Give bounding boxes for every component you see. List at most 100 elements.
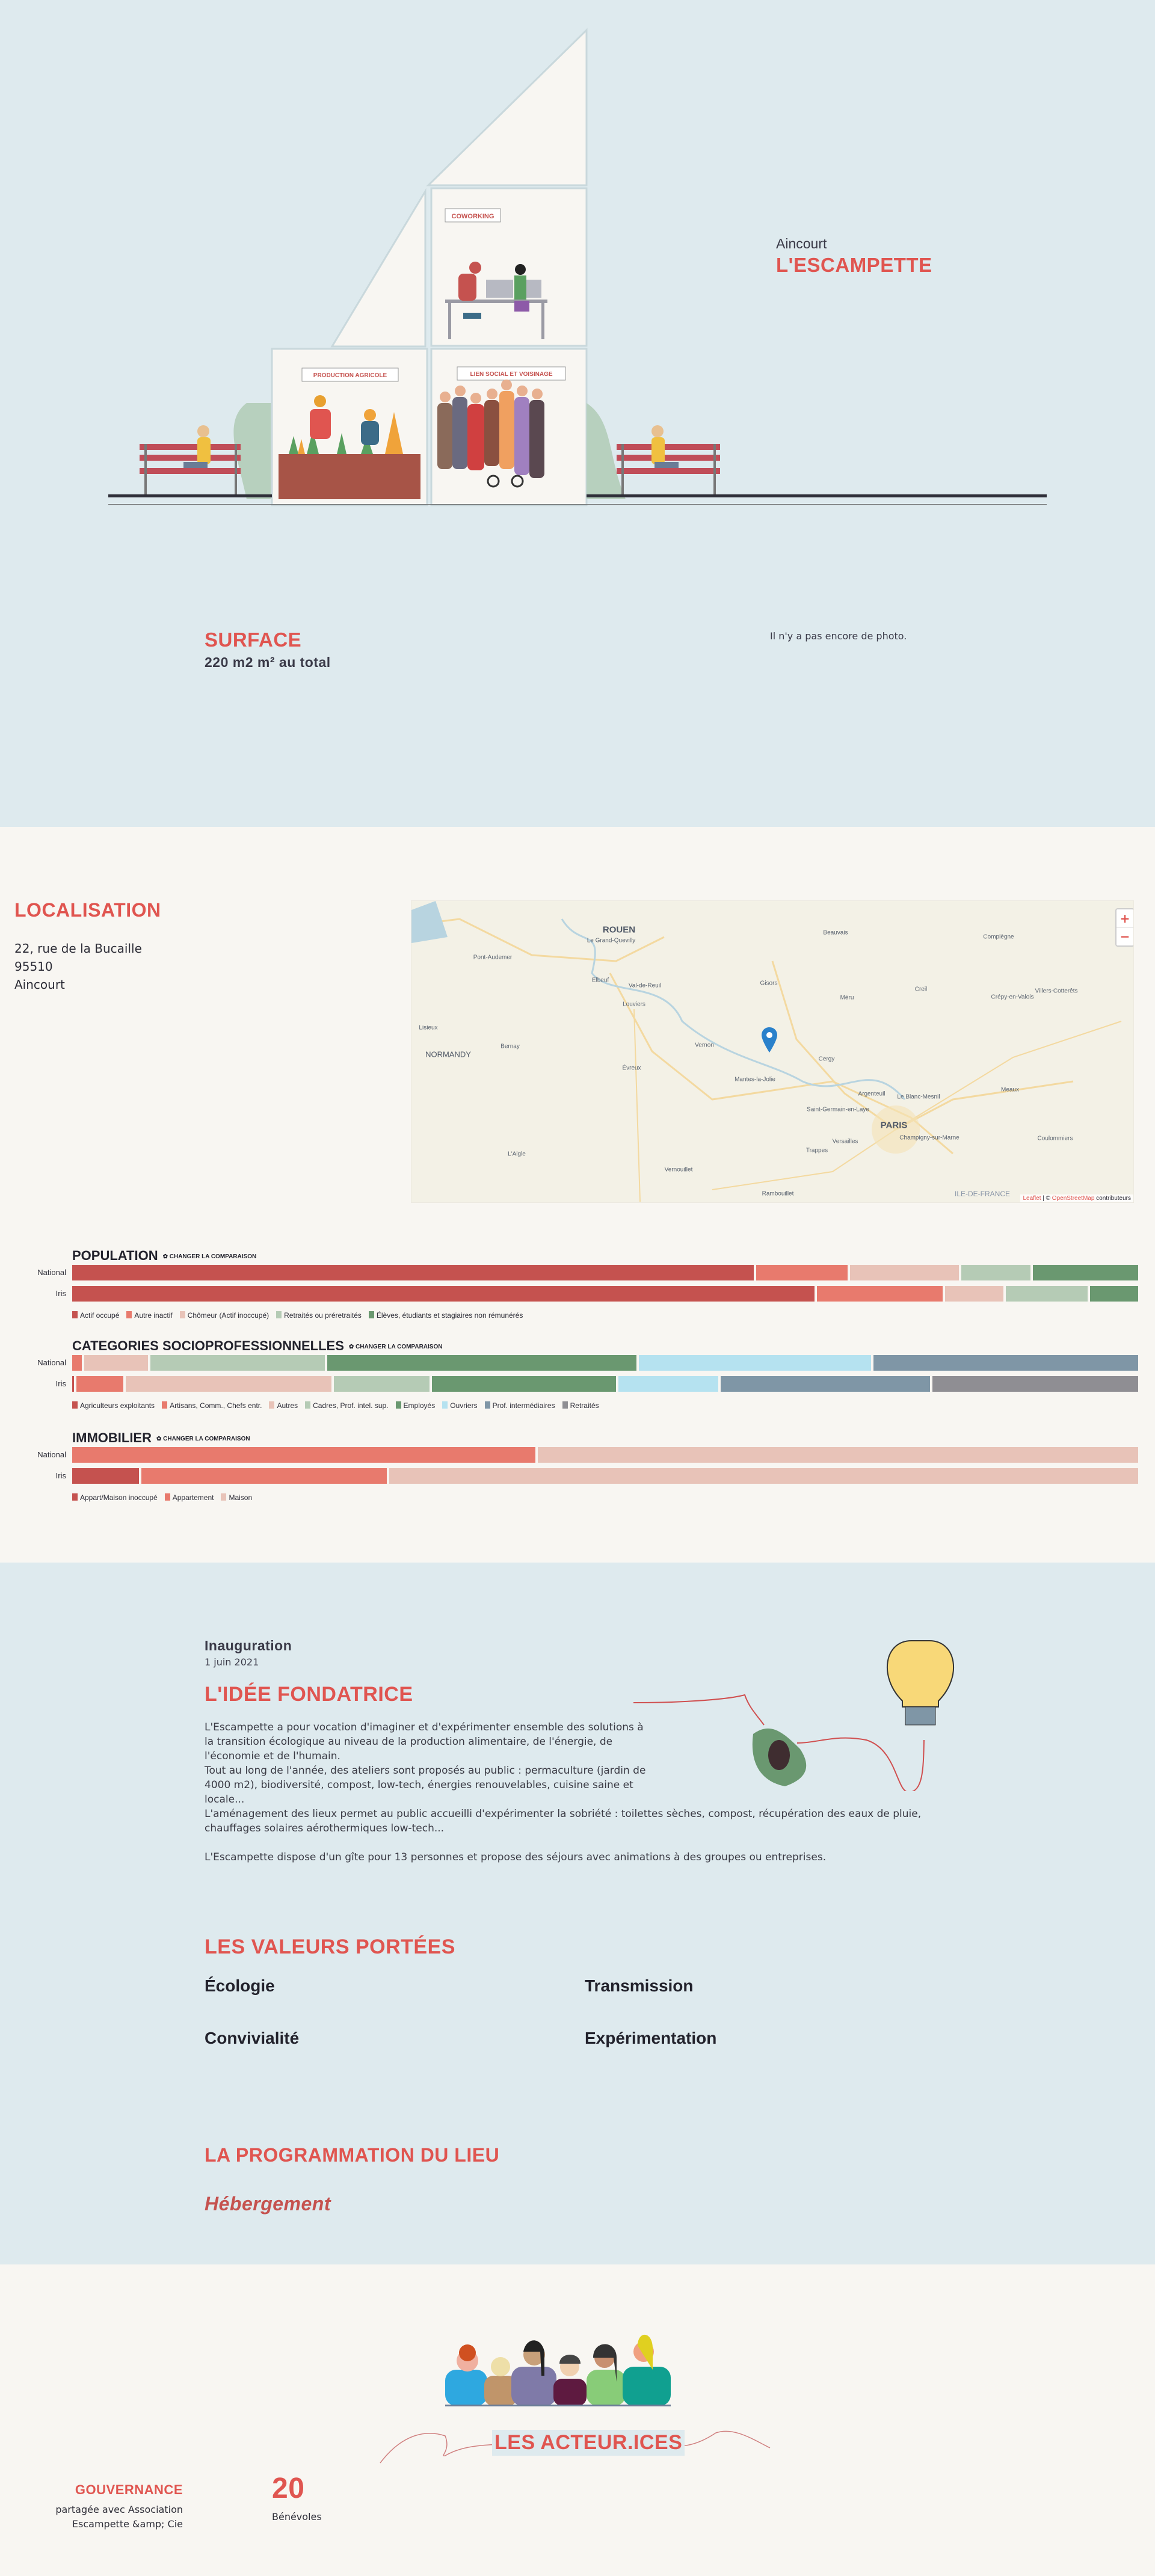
map-label: Le Blanc-Mesnil [897,1093,940,1101]
map-label: Villers-Cotterêts [1035,988,1078,995]
map-label: Champigny-sur-Marne [899,1134,959,1142]
bar-segment[interactable] [72,1468,140,1484]
paragraph-text: L'Escampette a pour vocation d'imaginer … [205,1721,644,1762]
map-label: Cergy [818,1056,835,1063]
legend-label: Cadres, Prof. intel. sup. [313,1401,389,1410]
legend-swatch [72,1401,78,1409]
bar-segment[interactable] [944,1286,1004,1302]
chart-title: CATEGORIES SOCIOPROFESSIONNELLES ✿ CHANGE… [72,1338,442,1354]
inauguration-date: 1 juin 2021 [205,1656,259,1668]
bench-right [617,425,720,497]
legend-item: Artisans, Comm., Chefs entr. [162,1401,262,1410]
bar-segment[interactable] [816,1286,943,1302]
attribution-text: contributeurs [1094,1195,1131,1202]
legend-label: Ouvriers [450,1401,478,1410]
localisation-section: LOCALISATION 22, rue de la Bucaille 9551… [0,827,1155,1563]
bar-segment[interactable] [849,1265,959,1280]
bar-segment[interactable] [389,1468,1138,1484]
value-item: Convivialité [205,2029,300,2047]
bar-segment[interactable] [334,1376,430,1392]
legend-swatch [395,1401,401,1409]
legend-item: Ouvriers [442,1401,478,1410]
building-illustration: COWORKING PRODUCTION AGRICOLE LIEN SOCIA… [108,28,1047,506]
stacked-bar [72,1468,1141,1484]
address-street: 22, rue de la Bucaille [14,941,142,956]
bar-segment[interactable] [720,1376,930,1392]
bar-segment[interactable] [150,1355,325,1371]
map-label: Vernon [695,1042,714,1049]
legend-swatch [179,1311,185,1318]
map-label: Gisors [760,980,778,987]
change-comparison-button[interactable]: ✿ CHANGER LA COMPARAISON [162,1253,257,1260]
bar-segment[interactable] [932,1376,1138,1392]
value-item: Expérimentation [585,2029,717,2047]
map-label: Val-de-Reuil [628,982,662,989]
stacked-bar [72,1355,1141,1371]
legend-swatch [484,1401,490,1409]
idea-paragraph-1: L'Escampette a pour vocation d'imaginer … [205,1720,650,1807]
bar-segment[interactable] [72,1286,815,1302]
actors-section: LES ACTEUR.ICES GOUVERNANCE partagée ave… [0,2264,1155,2576]
sign-production: PRODUCTION AGRICOLE [313,372,387,379]
bar-segment[interactable] [1090,1286,1138,1302]
legend-swatch [221,1493,227,1501]
bar-segment[interactable] [72,1447,536,1463]
bar-segment[interactable] [72,1376,75,1392]
gouvernance-label: GOUVERNANCE [75,2482,183,2497]
legend-label: Retraités [570,1401,599,1410]
bar-segment[interactable] [1032,1265,1138,1280]
bar-segment[interactable] [1006,1286,1088,1302]
legend-item: Maison [221,1493,252,1502]
programmation-item: Hébergement [205,2193,331,2215]
legend-swatch [72,1493,78,1501]
people-group [437,380,544,488]
idea-paragraph-3: L'Escampette dispose d'un gîte pour 13 p… [205,1851,827,1863]
map-marker-icon[interactable] [762,1027,777,1053]
change-comparison-button[interactable]: ✿ CHANGER LA COMPARAISON [156,1435,250,1442]
bar-segment[interactable] [72,1355,82,1371]
legend-label: Maison [229,1493,253,1502]
legend-label: Retraités ou préretraités [284,1311,362,1320]
bar-segment[interactable] [72,1265,754,1280]
legend-label: Autres [277,1401,298,1410]
bar-segment[interactable] [756,1265,848,1280]
bar-segment[interactable] [873,1355,1138,1371]
map-label: Pont-Audemer [473,954,513,961]
leaflet-link[interactable]: Leaflet [1023,1195,1041,1202]
legend-item: Agriculteurs exploitants [72,1401,155,1410]
legend-swatch [164,1493,170,1501]
zoom-in-button[interactable]: + [1116,909,1133,927]
legend-item: Retraités ou préretraités [276,1311,362,1320]
bar-segment[interactable] [432,1376,616,1392]
legend-swatch [162,1401,168,1409]
chart-title-text: CATEGORIES SOCIOPROFESSIONNELLES [72,1338,344,1353]
chart-legend: Actif occupé Autre inactif Chômeur (Actif … [72,1311,523,1320]
idea-paragraph-2: L'aménagement des lieux permet au public… [205,1808,922,1834]
change-comparison-button[interactable]: ✿ CHANGER LA COMPARAISON [348,1343,443,1350]
bar-segment[interactable] [639,1355,872,1371]
sign-lien-social: LIEN SOCIAL ET VOISINAGE [470,371,552,378]
bar-segment[interactable] [618,1376,718,1392]
row-label: Iris [55,1379,66,1388]
map-label: Méru [840,994,854,1001]
stacked-bar [72,1286,1141,1302]
benevoles-count: 20 [272,2473,305,2504]
bar-segment[interactable] [141,1468,387,1484]
osm-link[interactable]: OpenStreetMap [1052,1195,1095,1202]
legend-swatch [72,1311,78,1318]
bar-segment[interactable] [961,1265,1030,1280]
legend-swatch [126,1311,132,1318]
legend-item: Employés [395,1401,435,1410]
legend-swatch [442,1401,448,1409]
lightbulb-illustration [633,1640,954,1791]
bar-segment[interactable] [76,1376,123,1392]
map[interactable]: ROUEN Le Grand-Quevilly Pont-Audemer Elb… [411,900,1134,1203]
bar-segment[interactable] [84,1355,148,1371]
programmation-title: LA PROGRAMMATION DU LIEU [205,2144,500,2166]
bar-segment[interactable] [327,1355,637,1371]
zoom-out-button[interactable]: − [1120,929,1130,944]
bar-segment[interactable] [125,1376,332,1392]
row-label: National [37,1450,66,1459]
map-label: Le Grand-Quevilly [587,937,636,944]
bar-segment[interactable] [538,1447,1138,1463]
